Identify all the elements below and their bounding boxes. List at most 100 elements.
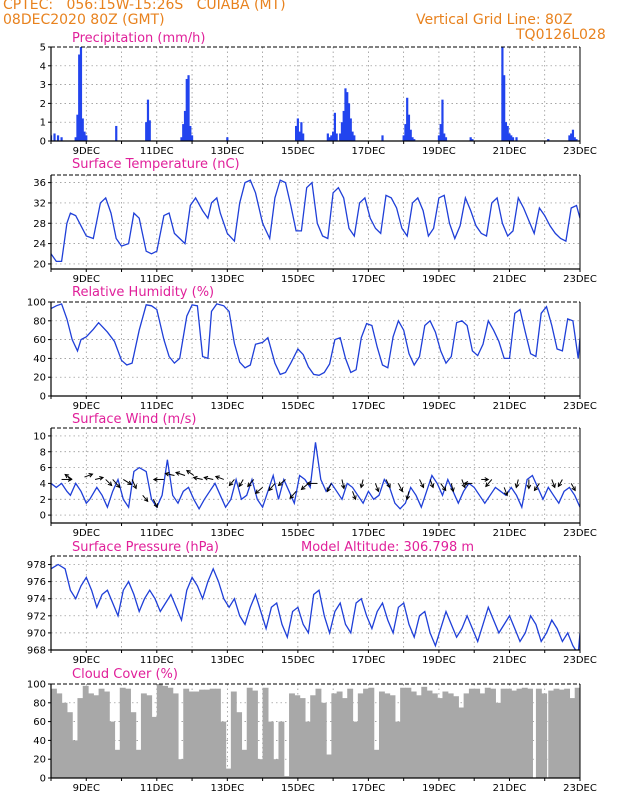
- y-tick-label: 0: [40, 392, 46, 403]
- y-tick-label: 4: [40, 61, 46, 72]
- cloud-bar: [357, 693, 364, 778]
- y-tick-label: 976: [27, 577, 46, 588]
- cloud-bar: [220, 721, 227, 778]
- cloud-bar: [61, 702, 68, 778]
- x-tick-label: 17DEC: [352, 274, 386, 285]
- x-tick-label: 15DEC: [281, 146, 315, 157]
- x-tick-label: 9DEC: [73, 274, 100, 285]
- x-tick-label: 11DEC: [140, 274, 174, 285]
- wind-arrow-head: [175, 471, 181, 476]
- x-tick-label: 9DEC: [73, 401, 100, 412]
- wind-arrow-head: [405, 495, 411, 501]
- wind-arrow: [268, 483, 276, 491]
- cloud-bar: [77, 698, 84, 778]
- wind-arrow-head: [485, 482, 490, 488]
- cloud-bar: [315, 688, 322, 778]
- cloud-bar: [225, 768, 232, 778]
- precip-bar: [56, 135, 60, 141]
- x-tick-label: 11DEC: [140, 528, 174, 539]
- precip-bar: [333, 112, 336, 141]
- precip-bar: [439, 124, 442, 141]
- wind-arrow: [419, 479, 424, 488]
- cloud-bar: [204, 689, 211, 778]
- y-tick-label: 2: [40, 99, 46, 110]
- x-tick-label: 9DEC: [73, 528, 100, 539]
- cloud-bar: [289, 693, 295, 778]
- panel-title: Surface Wind (m/s): [72, 412, 196, 427]
- wind-arrow-head: [64, 473, 70, 479]
- wind-arrow: [374, 483, 379, 492]
- wind-arrow-head: [203, 475, 209, 481]
- wind-arrow: [534, 483, 540, 491]
- wind-arrow-head: [340, 484, 346, 490]
- precip-bar: [510, 135, 513, 141]
- x-tick-label: 19DEC: [422, 401, 456, 412]
- wind-arrow: [503, 487, 508, 496]
- precip-bar: [189, 125, 192, 141]
- precip-bar: [349, 118, 352, 141]
- x-tick-label: 15DEC: [281, 401, 315, 412]
- y-tick-label: 20: [33, 373, 46, 384]
- wind-arrow: [570, 483, 576, 491]
- y-tick-label: 40: [33, 736, 46, 747]
- cloud-bar: [437, 698, 444, 778]
- wind-arrow-head: [115, 483, 121, 489]
- series-line: [51, 303, 580, 376]
- precip-bar: [351, 131, 354, 141]
- precip-bar: [340, 122, 344, 141]
- cloud-bar: [146, 695, 153, 778]
- y-tick-label: 100: [27, 680, 46, 691]
- wind-arrow: [278, 479, 286, 486]
- precip-bar: [296, 118, 299, 141]
- precip-bar: [404, 124, 407, 141]
- precip-bar: [302, 133, 305, 141]
- chart-panel-5: 0 20 40 60 80 100 9DEC 11DEC 13DEC 15DEC 17DEC 19DE…: [27, 667, 597, 794]
- x-tick-label: 21DEC: [493, 783, 527, 794]
- precip-bar: [570, 133, 573, 141]
- wind-arrow-head: [503, 491, 509, 497]
- y-tick-label: 28: [33, 219, 46, 230]
- x-tick-label: 19DEC: [422, 274, 456, 285]
- wind-arrow: [406, 491, 410, 500]
- cloud-bar: [299, 698, 306, 778]
- wind-arrow-head: [441, 486, 447, 492]
- precip-bar: [347, 103, 351, 141]
- wind-arrow-head: [153, 503, 158, 509]
- cloud-bar: [553, 688, 560, 778]
- wind-arrow-head: [386, 483, 391, 489]
- x-tick-label: 17DEC: [352, 783, 386, 794]
- x-tick-label: 11DEC: [140, 783, 174, 794]
- wind-arrow-head: [185, 469, 191, 475]
- wind-arrow-head: [484, 477, 490, 482]
- precip-bar: [146, 99, 150, 141]
- y-tick-label: 8: [40, 447, 46, 458]
- x-tick-label: 23DEC: [563, 528, 597, 539]
- cloud-bar: [505, 688, 512, 778]
- cloud-bar: [541, 693, 548, 778]
- x-tick-label: 21DEC: [493, 528, 527, 539]
- x-tick-label: 15DEC: [281, 783, 315, 794]
- cloud-bar: [230, 691, 237, 778]
- cloud-bar: [273, 759, 280, 778]
- cloud-bar: [140, 693, 147, 778]
- wind-arrow: [105, 479, 113, 486]
- y-tick-label: 1: [40, 118, 46, 129]
- wind-arrow-head: [429, 483, 435, 489]
- precip-bar: [183, 110, 187, 141]
- precip-bar: [508, 133, 511, 141]
- wind-arrow: [229, 479, 235, 486]
- precip-bar: [326, 133, 329, 141]
- cloud-bar: [479, 693, 486, 778]
- x-tick-label: 17DEC: [352, 655, 386, 666]
- grid-line-note: Vertical Grid Line: 80Z: [416, 12, 573, 28]
- y-tick-label: 32: [33, 198, 46, 209]
- precip-bar: [185, 78, 188, 141]
- y-tick-label: 0: [40, 774, 46, 785]
- wind-arrow-head: [571, 486, 576, 492]
- precip-bar: [503, 75, 506, 141]
- precip-bar: [511, 137, 515, 141]
- cloud-bar: [495, 702, 502, 778]
- cloud-bar: [188, 691, 195, 778]
- wind-arrow-head: [526, 484, 532, 490]
